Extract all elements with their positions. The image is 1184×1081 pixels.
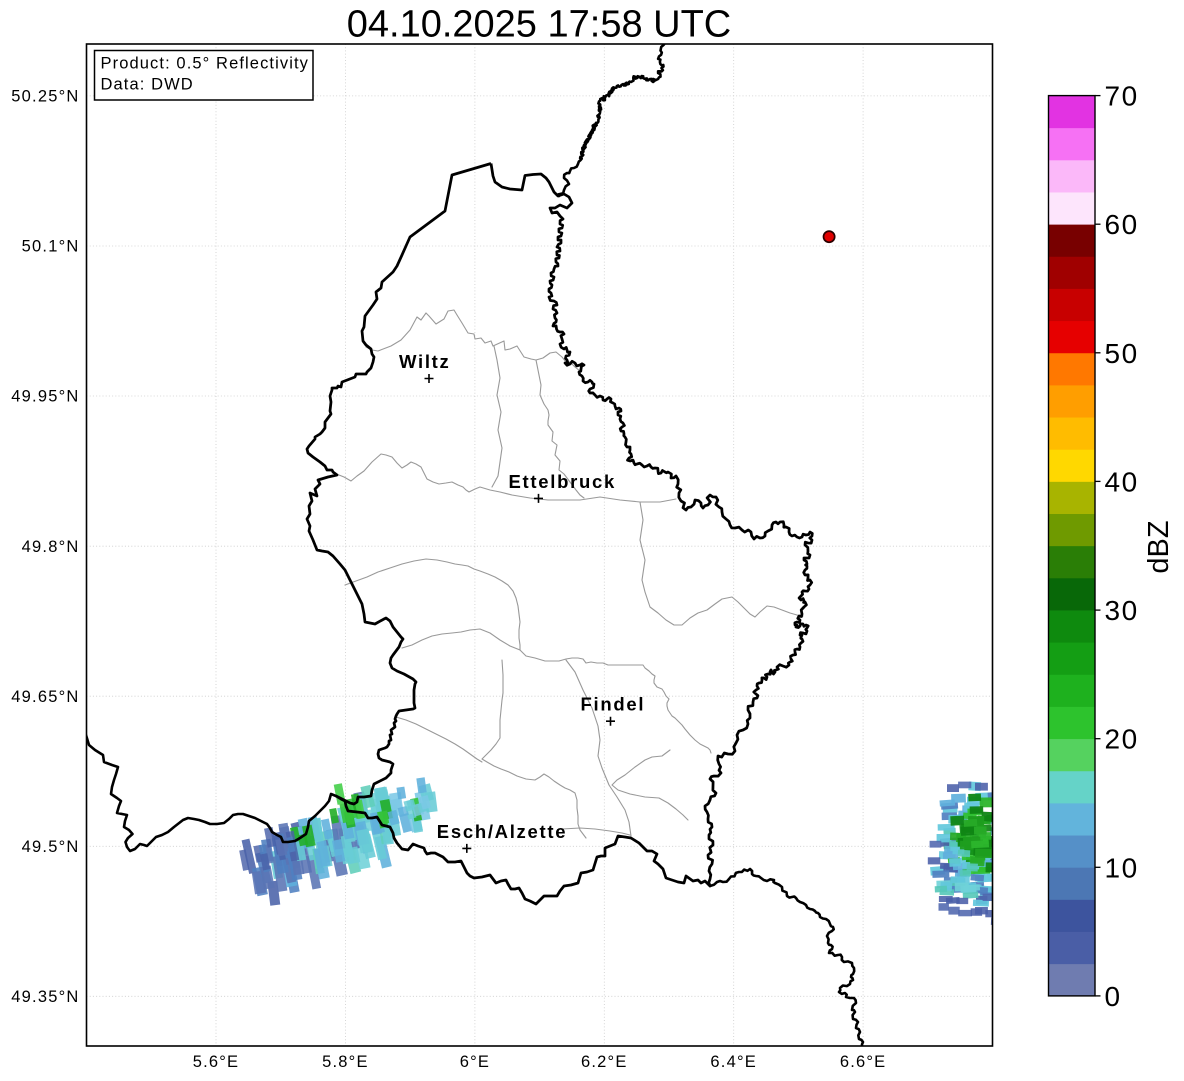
svg-text:Esch/Alzette: Esch/Alzette xyxy=(437,821,567,842)
svg-text:5.6°E: 5.6°E xyxy=(193,1053,240,1071)
svg-text:Data: DWD: Data: DWD xyxy=(101,76,194,94)
svg-text:10: 10 xyxy=(1105,852,1139,883)
svg-text:40: 40 xyxy=(1105,466,1139,497)
svg-text:60: 60 xyxy=(1105,209,1139,240)
svg-text:5.8°E: 5.8°E xyxy=(322,1053,369,1071)
svg-text:30: 30 xyxy=(1105,595,1139,626)
svg-text:50.1°N: 50.1°N xyxy=(22,238,80,256)
svg-text:Product: 0.5° Reflectivity: Product: 0.5° Reflectivity xyxy=(101,55,310,73)
svg-text:70: 70 xyxy=(1105,81,1139,112)
svg-text:49.95°N: 49.95°N xyxy=(11,388,79,406)
svg-text:20: 20 xyxy=(1105,724,1139,755)
svg-text:50: 50 xyxy=(1105,338,1139,369)
svg-text:49.5°N: 49.5°N xyxy=(22,838,80,856)
svg-text:Ettelbruck: Ettelbruck xyxy=(509,471,616,492)
svg-text:6.4°E: 6.4°E xyxy=(710,1053,757,1071)
svg-text:Findel: Findel xyxy=(581,694,646,715)
svg-text:6.6°E: 6.6°E xyxy=(840,1053,887,1071)
svg-text:6°E: 6°E xyxy=(460,1053,490,1071)
svg-text:Wiltz: Wiltz xyxy=(399,351,451,372)
svg-text:49.35°N: 49.35°N xyxy=(11,988,79,1006)
svg-text:dBZ: dBZ xyxy=(1143,520,1175,573)
svg-text:0: 0 xyxy=(1105,981,1122,1012)
svg-text:6.2°E: 6.2°E xyxy=(581,1053,628,1071)
svg-text:49.8°N: 49.8°N xyxy=(22,538,80,556)
svg-text:49.65°N: 49.65°N xyxy=(11,688,79,706)
svg-text:50.25°N: 50.25°N xyxy=(11,88,79,106)
svg-text:04.10.2025 17:58 UTC: 04.10.2025 17:58 UTC xyxy=(347,4,732,46)
